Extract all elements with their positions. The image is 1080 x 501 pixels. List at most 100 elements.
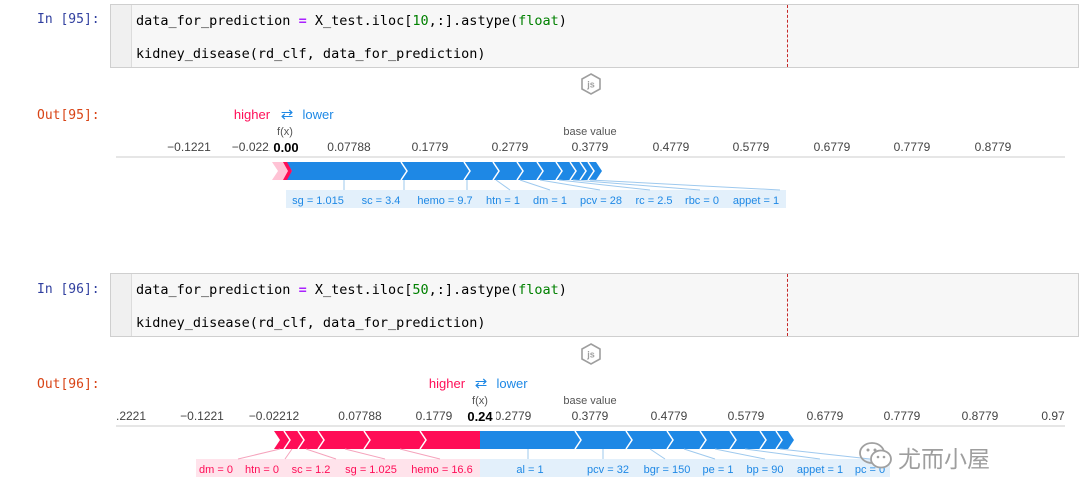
watermark: 尤而小屋 [858, 440, 1073, 474]
swap-arrows-icon: ⇄ [475, 375, 488, 392]
feature-label-higher: dm = 0 [199, 464, 233, 476]
tick-label: 0.2779 [495, 409, 532, 423]
tick-label: −0.1221 [167, 140, 211, 154]
lower-label: lower [496, 376, 528, 391]
code-token: ,:].astype( [428, 13, 519, 29]
tick-label: 0.5779 [728, 409, 765, 423]
feature-label-lower: dm = 1 [533, 195, 567, 207]
tick-label: −0.02212 [249, 409, 300, 423]
js-icon-label: js [586, 350, 595, 360]
feature-label-lower: rc = 2.5 [636, 195, 673, 207]
code-line[interactable]: kidney_disease(rd_clf, data_for_predicti… [136, 46, 486, 62]
tick-label: 0.7779 [884, 409, 921, 423]
watermark-text: 尤而小屋 [898, 447, 990, 473]
tick-label: 0.1779 [412, 140, 449, 154]
tick-label: 0.6779 [814, 140, 851, 154]
fx-value: 0.00 [273, 140, 298, 155]
label-connectors [343, 179, 781, 191]
tick-label: 0.97 [1041, 409, 1065, 423]
lower-force-bar [286, 162, 602, 180]
fx-value-bg [464, 408, 496, 424]
tick-label: 0.6779 [807, 409, 844, 423]
label-band-higher [196, 459, 480, 477]
label-band [286, 190, 786, 208]
code-operator: = [298, 13, 307, 29]
code-line[interactable]: data_for_prediction = X_test.iloc[50,:].… [136, 282, 567, 298]
code-token: ) [558, 13, 567, 29]
tick-label: 0.2779 [492, 140, 529, 154]
tick-label: 0.3779 [572, 140, 609, 154]
js-output-icon: js [581, 343, 601, 365]
swap-arrows-icon: ⇄ [281, 106, 294, 123]
tick-label: 0.4779 [653, 140, 690, 154]
feature-label-lower: al = 1 [516, 464, 543, 476]
feature-label-lower: appet = 1 [733, 195, 779, 207]
cell-gutter [111, 274, 132, 336]
tick-label: 0.8779 [962, 409, 999, 423]
fx-label: f(x) [277, 126, 293, 138]
segment-dividers [400, 161, 595, 181]
code-number: 50 [412, 282, 429, 298]
in-prompt: In [96]: [37, 282, 100, 297]
feature-label-higher: sg = 1.025 [345, 464, 397, 476]
tick-label: 0.07788 [327, 140, 371, 154]
tick-label: −0.1221 [180, 409, 224, 423]
code-token: ) [558, 282, 567, 298]
code-cell[interactable]: data_for_prediction = X_test.iloc[10,:].… [110, 4, 1079, 68]
code-token: ,:].astype( [428, 282, 519, 298]
fx-value-bg [270, 140, 302, 156]
feature-label-lower: pcv = 28 [580, 195, 622, 207]
feature-label-lower: sg = 1.015 [292, 195, 344, 207]
out-prompt: Out[95]: [37, 108, 100, 123]
code-line[interactable]: kidney_disease(rd_clf, data_for_predicti… [136, 315, 486, 331]
feature-label-lower: appet = 1 [797, 464, 843, 476]
segment-dividers [283, 430, 783, 450]
tick-label: 0.4779 [651, 409, 688, 423]
lower-force-bar [480, 431, 794, 449]
force-plot-95: higher ⇄ lower f(x) base value −0.1221 −… [116, 106, 1065, 208]
code-line[interactable]: data_for_prediction = X_test.iloc[10,:].… [136, 13, 567, 29]
base-value-label: base value [563, 395, 616, 407]
tick-label: 0.7779 [894, 140, 931, 154]
feature-label-lower: bgr = 150 [644, 464, 691, 476]
tick-label: .2221 [116, 409, 146, 423]
tick-label: −0.02212 [232, 140, 283, 154]
code-token: X_test.iloc[ [314, 13, 413, 29]
fx-label: f(x) [472, 395, 488, 407]
code-builtin: float [518, 13, 559, 29]
code-number: 10 [412, 13, 429, 29]
tick-label: 0.8779 [975, 140, 1012, 154]
js-icon-label: js [586, 80, 595, 90]
line-length-ruler [787, 5, 788, 67]
label-connectors-higher [237, 448, 441, 460]
code-token: data_for_prediction [136, 282, 291, 298]
feature-label-lower: pe = 1 [703, 464, 734, 476]
code-operator: = [298, 282, 307, 298]
feature-label-higher: hemo = 16.6 [411, 464, 472, 476]
tick-label: 0.3779 [572, 409, 609, 423]
lower-label: lower [302, 107, 334, 122]
base-value-label: base value [563, 126, 616, 138]
line-length-ruler [787, 274, 788, 336]
label-band-lower [480, 459, 890, 477]
js-output-icon: js [581, 73, 601, 95]
feature-label-lower: bp = 90 [746, 464, 783, 476]
tick-label: 0.07788 [338, 409, 382, 423]
feature-label-lower: rbc = 0 [685, 195, 719, 207]
code-token: data_for_prediction [136, 13, 291, 29]
code-cell[interactable]: data_for_prediction = X_test.iloc[50,:].… [110, 273, 1079, 337]
fx-value: 0.24 [467, 409, 493, 424]
out-prompt: Out[96]: [37, 377, 100, 392]
feature-label-lower: pcv = 32 [587, 464, 629, 476]
higher-force-bar [274, 431, 480, 449]
label-connectors-lower [527, 448, 871, 460]
wechat-icon [859, 442, 892, 469]
higher-label: higher [234, 107, 271, 122]
force-plot-96: higher ⇄ lower f(x) base value .2221 −0.… [116, 375, 1065, 477]
fx-marker [283, 162, 292, 180]
feature-label-lower: hemo = 9.7 [417, 195, 472, 207]
code-builtin: float [518, 282, 559, 298]
tick-label: 0.5779 [733, 140, 770, 154]
higher-label: higher [429, 376, 466, 391]
feature-label-lower: htn = 1 [486, 195, 520, 207]
